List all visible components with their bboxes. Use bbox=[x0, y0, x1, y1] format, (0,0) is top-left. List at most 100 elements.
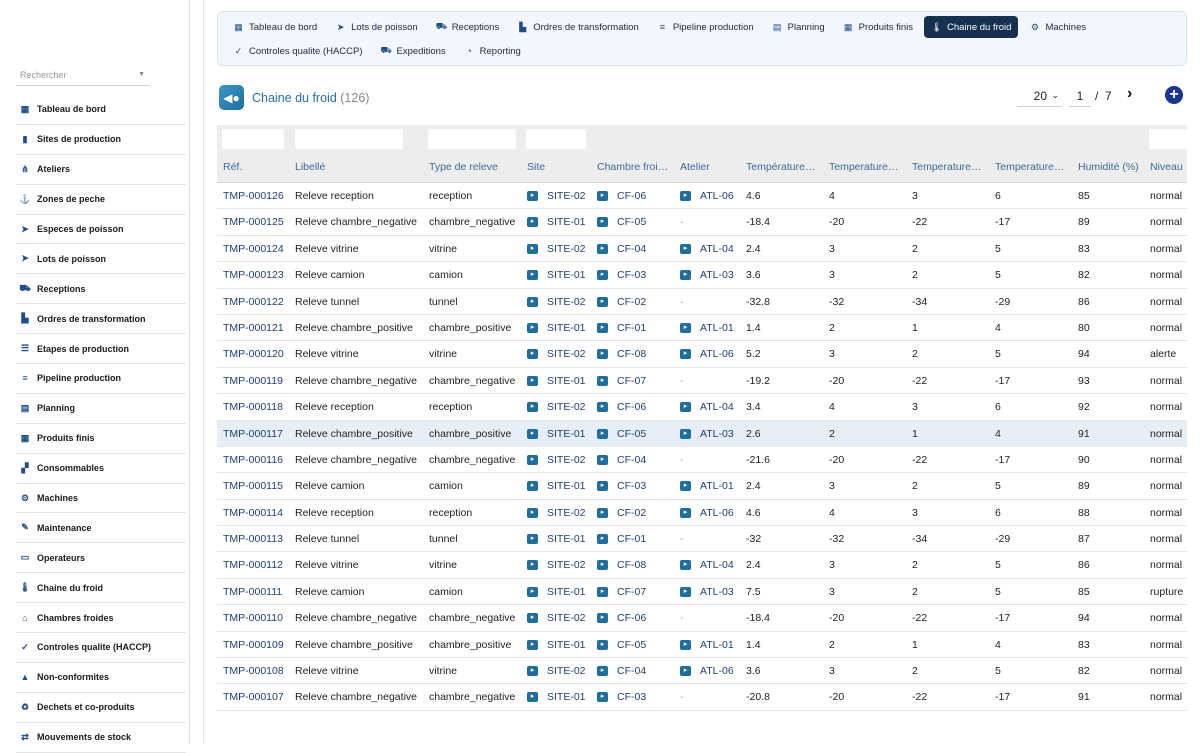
column-filter-input[interactable] bbox=[222, 129, 284, 149]
related-record-link[interactable]: ▸ ATL-04 bbox=[680, 243, 734, 255]
related-record-link[interactable]: ▸ ATL-01 bbox=[680, 322, 734, 334]
related-record-link[interactable]: ▸ SITE-01 bbox=[527, 586, 586, 598]
sidebar-item[interactable]: ⋔ Ateliers bbox=[16, 155, 186, 185]
menu-item[interactable]: ⛟ Expeditions bbox=[374, 40, 453, 62]
record-ref-link[interactable]: TMP-000107 bbox=[223, 691, 284, 704]
table-row[interactable]: TMP-000126 Releve reception reception ▸ SITE… bbox=[217, 183, 1187, 210]
related-record-link[interactable]: ▸ CF-04 bbox=[597, 665, 646, 677]
record-ref-link[interactable]: TMP-000119 bbox=[223, 374, 283, 387]
column-header[interactable]: Atelier bbox=[680, 161, 710, 173]
menu-item[interactable]: ▤ Planning bbox=[765, 16, 832, 38]
record-ref-link[interactable]: TMP-000121 bbox=[223, 321, 284, 334]
record-ref-link[interactable]: TMP-000120 bbox=[223, 348, 284, 361]
menu-item[interactable]: ➤ Lots de poisson bbox=[328, 16, 425, 38]
table-row[interactable]: TMP-000112 Releve vitrine vitrine ▸ SITE-02 ▸… bbox=[217, 552, 1187, 579]
record-ref-link[interactable]: TMP-000115 bbox=[223, 480, 283, 493]
table-row[interactable]: TMP-000114 Releve reception reception ▸ SITE… bbox=[217, 500, 1187, 527]
column-header[interactable]: Humidité (%) bbox=[1078, 161, 1139, 173]
related-record-link[interactable]: ▸ CF-06 bbox=[597, 190, 646, 202]
sidebar-item[interactable]: ♻ Dechets et co-produits bbox=[16, 693, 186, 723]
related-record-link[interactable]: ▸ SITE-01 bbox=[527, 533, 586, 545]
sidebar-item[interactable]: ☰ Etapes de production bbox=[16, 334, 186, 365]
record-ref-link[interactable]: TMP-000117 bbox=[223, 427, 283, 440]
sidebar-item[interactable]: ▞ Consommables bbox=[16, 454, 186, 484]
related-record-link[interactable]: ▸ CF-07 bbox=[597, 586, 646, 598]
sidebar-item[interactable]: ➤ Especes de poisson bbox=[16, 215, 186, 245]
sidebar-item[interactable]: ▭ Operateurs bbox=[16, 543, 186, 574]
record-ref-link[interactable]: TMP-000116 bbox=[223, 453, 283, 466]
related-record-link[interactable]: ▸ CF-05 bbox=[597, 216, 646, 228]
table-row[interactable]: TMP-000118 Releve reception reception ▸ SITE… bbox=[217, 394, 1187, 421]
related-record-link[interactable]: ▸ CF-08 bbox=[597, 559, 646, 571]
related-record-link[interactable]: ▸ ATL-03 bbox=[680, 428, 734, 440]
table-row[interactable]: TMP-000108 Releve vitrine vitrine ▸ SITE-02 ▸… bbox=[217, 658, 1187, 685]
column-header[interactable]: Temperature… bbox=[995, 161, 1065, 173]
related-record-link[interactable]: ▸ SITE-02 bbox=[527, 401, 586, 413]
record-ref-link[interactable]: TMP-000125 bbox=[223, 216, 284, 229]
related-record-link[interactable]: ▸ SITE-02 bbox=[527, 243, 586, 255]
menu-item[interactable]: ⚙ Machines bbox=[1022, 16, 1093, 38]
sidebar-item[interactable]: ⛟ Receptions bbox=[16, 274, 186, 305]
sidebar-item[interactable]: ≡ Pipeline production bbox=[16, 364, 186, 394]
related-record-link[interactable]: ▸ ATL-06 bbox=[680, 190, 734, 202]
sidebar-item[interactable]: ⇄ Mouvements de stock bbox=[16, 723, 186, 753]
column-header[interactable]: Site bbox=[527, 161, 546, 173]
related-record-link[interactable]: ▸ CF-01 bbox=[597, 533, 646, 545]
related-record-link[interactable]: ▸ SITE-01 bbox=[527, 428, 586, 440]
menu-item[interactable]: 🌡 Chaine du froid bbox=[924, 16, 1019, 38]
table-row[interactable]: TMP-000120 Releve vitrine vitrine ▸ SITE-02 ▸… bbox=[217, 341, 1187, 368]
table-row[interactable]: TMP-000121 Releve chambre_positive chambre… bbox=[217, 315, 1187, 342]
related-record-link[interactable]: ▸ SITE-02 bbox=[527, 612, 586, 624]
table-row[interactable]: TMP-000117 Releve chambre_positive chambre… bbox=[217, 420, 1187, 447]
column-header[interactable]: Température… bbox=[746, 161, 816, 173]
record-ref-link[interactable]: TMP-000109 bbox=[223, 638, 284, 651]
sidebar-item[interactable]: ✎ Maintenance bbox=[16, 513, 186, 544]
table-row[interactable]: TMP-000111 Releve camion camion ▸ SITE-01 ▸ CF… bbox=[217, 579, 1187, 606]
record-ref-link[interactable]: TMP-000126 bbox=[223, 190, 284, 202]
column-header[interactable]: Libellé bbox=[295, 161, 326, 173]
record-ref-link[interactable]: TMP-000112 bbox=[223, 559, 283, 572]
related-record-link[interactable]: ▸ CF-03 bbox=[597, 691, 646, 703]
record-ref-link[interactable]: TMP-000110 bbox=[223, 612, 283, 625]
related-record-link[interactable]: ▸ CF-04 bbox=[597, 454, 646, 466]
add-record-button[interactable]: + bbox=[1165, 86, 1183, 104]
menu-item[interactable]: ▦ Produits finis bbox=[836, 16, 920, 38]
related-record-link[interactable]: ▸ SITE-02 bbox=[527, 454, 586, 466]
related-record-link[interactable]: ▸ SITE-02 bbox=[527, 190, 586, 202]
related-record-link[interactable]: ▸ CF-03 bbox=[597, 269, 646, 281]
sidebar-item[interactable]: ▤ Planning bbox=[16, 394, 186, 424]
table-row[interactable]: TMP-000115 Releve camion camion ▸ SITE-01 ▸ CF… bbox=[217, 473, 1187, 500]
related-record-link[interactable]: ▸ CF-04 bbox=[597, 243, 646, 255]
record-ref-link[interactable]: TMP-000114 bbox=[223, 506, 283, 519]
related-record-link[interactable]: ▸ SITE-02 bbox=[527, 559, 586, 571]
sidebar-item[interactable]: ▦ Tableau de bord bbox=[16, 95, 186, 125]
sidebar-item[interactable]: ⚓ Zones de peche bbox=[16, 185, 186, 215]
sidebar-item[interactable]: ▲ Non-conformites bbox=[16, 663, 186, 693]
column-header[interactable]: Type de releve bbox=[429, 161, 498, 173]
related-record-link[interactable]: ▸ CF-05 bbox=[597, 639, 646, 651]
table-row[interactable]: TMP-000110 Releve chambre_negative chambre… bbox=[217, 605, 1187, 632]
record-ref-link[interactable]: TMP-000124 bbox=[223, 242, 284, 255]
related-record-link[interactable]: ▸ SITE-02 bbox=[527, 665, 586, 677]
next-page-icon[interactable]: › bbox=[1127, 85, 1133, 102]
sidebar-item[interactable]: ➤ Lots de poisson bbox=[16, 244, 186, 275]
related-record-link[interactable]: ▸ ATL-01 bbox=[680, 639, 734, 651]
column-filter-input[interactable] bbox=[1149, 129, 1187, 149]
related-record-link[interactable]: ▸ ATL-06 bbox=[680, 507, 734, 519]
sidebar-item[interactable]: ▙ Ordres de transformation bbox=[16, 304, 186, 335]
related-record-link[interactable]: ▸ SITE-01 bbox=[527, 375, 586, 387]
related-record-link[interactable]: ▸ ATL-04 bbox=[680, 401, 734, 413]
table-row[interactable]: TMP-000109 Releve chambre_positive chambre… bbox=[217, 632, 1187, 659]
table-row[interactable]: TMP-000119 Releve chambre_negative chambre… bbox=[217, 368, 1187, 395]
related-record-link[interactable]: ▸ CF-07 bbox=[597, 375, 646, 387]
related-record-link[interactable]: ▸ ATL-06 bbox=[680, 348, 734, 360]
column-filter-input[interactable] bbox=[428, 129, 516, 149]
record-ref-link[interactable]: TMP-000113 bbox=[223, 533, 283, 546]
related-record-link[interactable]: ▸ CF-06 bbox=[597, 612, 646, 624]
table-row[interactable]: TMP-000113 Releve tunnel tunnel ▸ SITE-01 ▸ CF… bbox=[217, 526, 1187, 553]
page-number-input[interactable]: 1 bbox=[1069, 87, 1091, 107]
related-record-link[interactable]: ▸ CF-05 bbox=[597, 428, 646, 440]
sidebar-item[interactable]: ✓ Controles qualite (HACCP) bbox=[16, 633, 186, 663]
menu-item[interactable]: ⛟ Receptions bbox=[429, 16, 507, 38]
related-record-link[interactable]: ▸ CF-01 bbox=[597, 322, 646, 334]
